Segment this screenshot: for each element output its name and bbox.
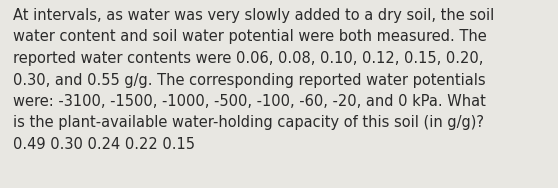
Text: is the plant-available water-holding capacity of this soil (in g/g)?: is the plant-available water-holding cap…: [13, 115, 484, 130]
Text: water content and soil water potential were both measured. The: water content and soil water potential w…: [13, 30, 487, 45]
Text: 0.30, and 0.55 g/g. The corresponding reported water potentials: 0.30, and 0.55 g/g. The corresponding re…: [13, 73, 485, 87]
Text: were: -3100, -1500, -1000, -500, -100, -60, -20, and 0 kPa. What: were: -3100, -1500, -1000, -500, -100, -…: [13, 94, 486, 109]
Text: At intervals, as water was very slowly added to a dry soil, the soil: At intervals, as water was very slowly a…: [13, 8, 494, 23]
Text: reported water contents were 0.06, 0.08, 0.10, 0.12, 0.15, 0.20,: reported water contents were 0.06, 0.08,…: [13, 51, 483, 66]
Text: 0.49 0.30 0.24 0.22 0.15: 0.49 0.30 0.24 0.22 0.15: [13, 137, 195, 152]
